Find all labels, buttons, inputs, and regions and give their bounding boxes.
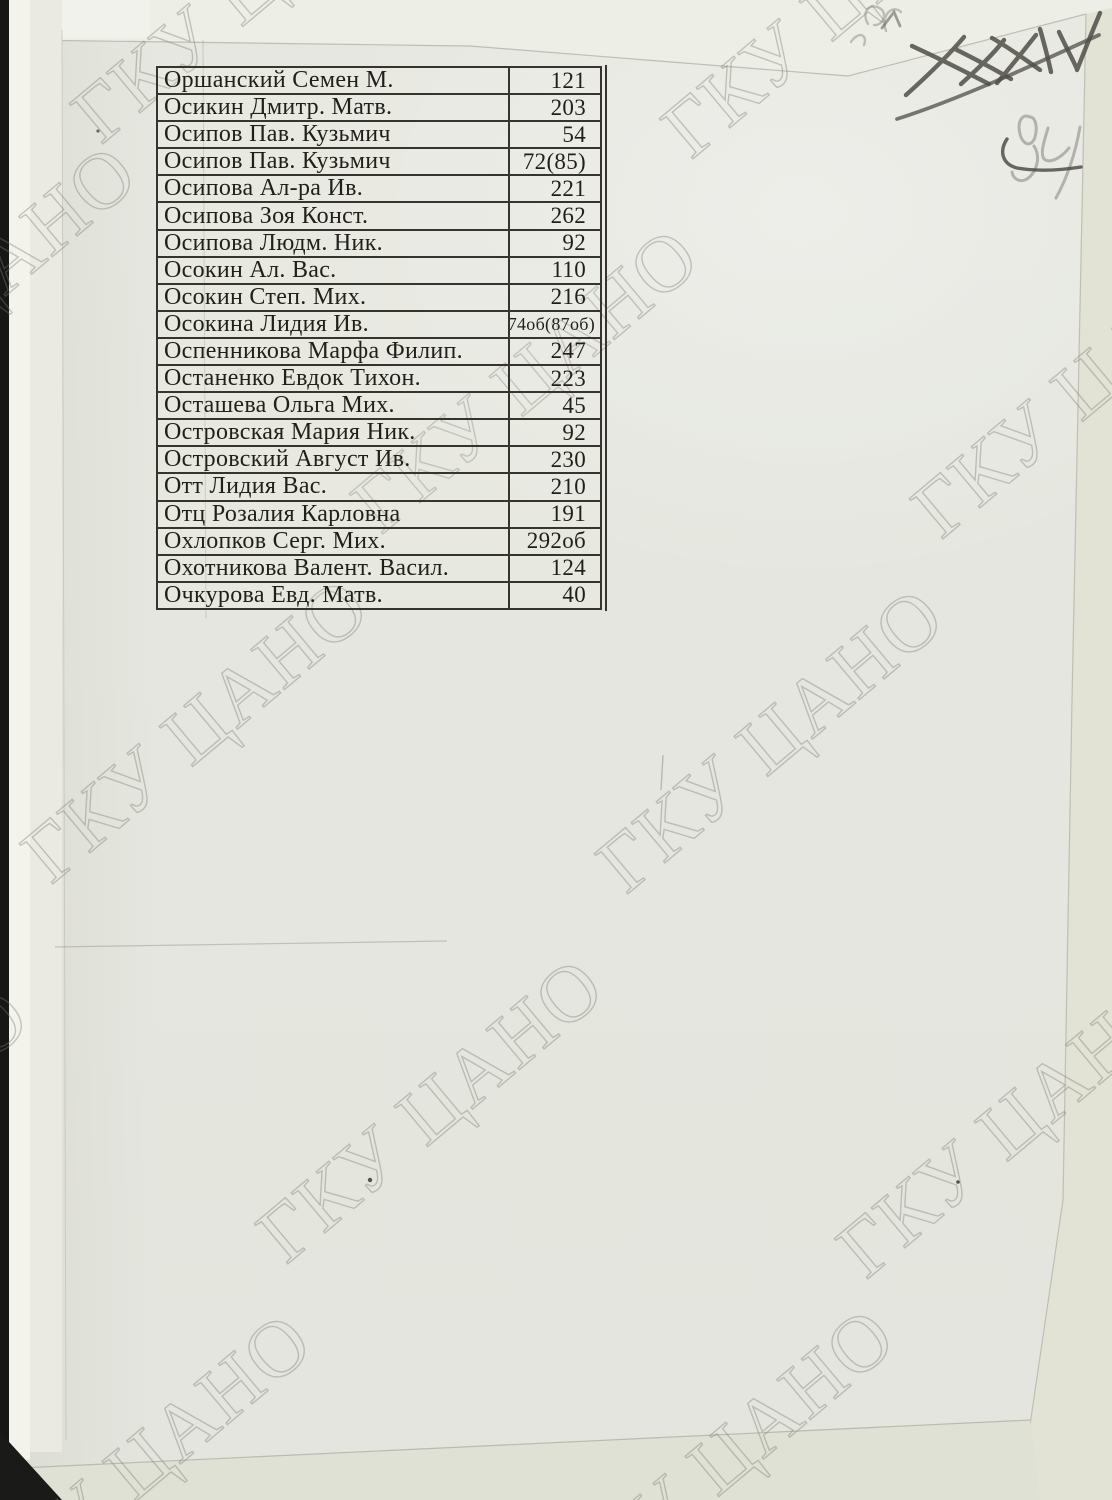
person-name-cell: Осикин Дмитр. Матв. [158, 95, 510, 121]
page-number-cell: 216 [550, 284, 586, 310]
person-name-cell: Останенко Евдок Тихон. [158, 366, 510, 392]
page-number-cell: 121 [550, 68, 586, 93]
table-row: Оршанский Семен М. 121 [158, 68, 600, 96]
table-row: Очкурова Евд. Матв. 40 [158, 582, 600, 608]
person-name-cell: Осипов Пав. Кузьмич [158, 149, 510, 175]
right-edge-line [1029, 13, 1087, 1426]
person-name-cell: Островский Август Ив. [158, 447, 510, 473]
page-number-cell: 210 [550, 474, 586, 499]
person-name-cell: Охотникова Валент. Васил. [158, 555, 510, 581]
page-number-cell: 124 [550, 555, 586, 581]
table-row: Осикин Дмитр. Матв. 203 [158, 95, 600, 123]
person-name-cell: Отт Лидия Вас. [158, 474, 510, 500]
table-row: Осокина Лидия Ив. 74об(87об) [158, 311, 600, 339]
person-name-cell: Осипова Людм. Ник. [158, 230, 510, 256]
bottom-edge-line [19, 1419, 1031, 1469]
table-row: Осташева Ольга Мих. 45 [158, 393, 600, 421]
page-number-cell: 74об(87об) [510, 313, 595, 334]
table-row: Осокин Степ. Мих. 216 [158, 284, 600, 312]
page-number-cell: 221 [550, 176, 586, 201]
page-number-cell: 45 [562, 393, 586, 418]
person-name-cell: Отц Розалия Карловна [158, 501, 510, 527]
page-number-cell: 92 [562, 420, 586, 445]
person-name-cell: Осокин Ал. Вас. [158, 257, 510, 283]
page-number-cell: 54 [562, 122, 586, 147]
table-row: Оспенникова Марфа Филип. 247 [158, 338, 600, 367]
right-under-sheet [1030, 8, 1112, 1500]
table-row: Осипов Пав. Кузьмич 72(85) [158, 149, 600, 177]
table-row: Осипова Ал-ра Ив. 221 [158, 176, 600, 204]
page-number-cell: 92 [562, 230, 586, 256]
table-row: Отц Розалия Карловна 191 [158, 501, 600, 529]
vertical-crease [202, 39, 207, 619]
page-number-cell: 262 [550, 203, 586, 229]
page-number-cell: 40 [562, 582, 586, 608]
left-scan-dark-strip [0, 0, 9, 1500]
page-number-cell: 230 [550, 447, 586, 472]
person-name-cell: Осокин Степ. Мих. [158, 284, 510, 310]
left-mid-paper-strip [30, 0, 62, 1452]
person-name-cell: Оспенникова Марфа Филип. [158, 338, 510, 365]
bottom-left-dark-corner [0, 1432, 62, 1500]
page-number-cell: 110 [551, 257, 586, 283]
paper-speck [367, 1177, 373, 1183]
horizontal-crease [54, 940, 448, 948]
person-name-cell: Осипова Ал-ра Ив. [158, 176, 510, 202]
person-name-cell: Осипов Пав. Кузьмич [158, 122, 510, 148]
bottom-under-sheet [20, 1420, 1040, 1500]
left-white-paper-strip [9, 0, 30, 1460]
page-number-cell: 223 [550, 366, 586, 391]
left-sheet-edge-line [61, 29, 67, 1441]
person-name-cell: Островская Мария Ник. [158, 420, 510, 446]
paper-speck [956, 1180, 960, 1184]
person-name-cell: Осташева Ольга Мих. [158, 393, 510, 419]
person-name-cell: Осипова Зоя Конст. [158, 203, 510, 229]
page-number-cell: 72(85) [522, 149, 586, 174]
table-row: Охотникова Валент. Васил. 124 [158, 555, 600, 583]
top-edge-band [22, 0, 1112, 76]
table-row: Останенко Евдок Тихон. 223 [158, 366, 600, 394]
table-row: Охлопков Серг. Мих. 292об [158, 528, 600, 556]
page-number-cell: 292об [526, 528, 586, 554]
person-name-cell: Оршанский Семен М. [158, 68, 510, 94]
table-row: Осипов Пав. Кузьмич 54 [158, 122, 600, 150]
page-number-cell: 247 [550, 338, 586, 364]
table-row: Островская Мария Ник. 92 [158, 420, 600, 448]
page-number-cell: 191 [550, 501, 586, 527]
table-row: Осокин Ал. Вас. 110 [158, 257, 600, 285]
table-row: Осипова Зоя Конст. 262 [158, 203, 600, 231]
person-name-cell: Очкурова Евд. Матв. [158, 582, 510, 608]
person-name-cell: Охлопков Серг. Мих. [158, 528, 510, 554]
paper-stain [236, 368, 244, 376]
paper-scratch [660, 754, 664, 791]
table-row: Осипова Людм. Ник. 92 [158, 230, 600, 258]
surname-index-table: Оршанский Семен М. 121 Осикин Дмитр. Мат… [156, 65, 607, 611]
person-name-cell: Осокина Лидия Ив. [158, 311, 510, 337]
table-row: Отт Лидия Вас. 210 [158, 474, 600, 502]
table-row: Островский Август Ив. 230 [158, 447, 600, 475]
paper-speck [96, 129, 100, 133]
page-number-cell: 203 [550, 95, 586, 120]
